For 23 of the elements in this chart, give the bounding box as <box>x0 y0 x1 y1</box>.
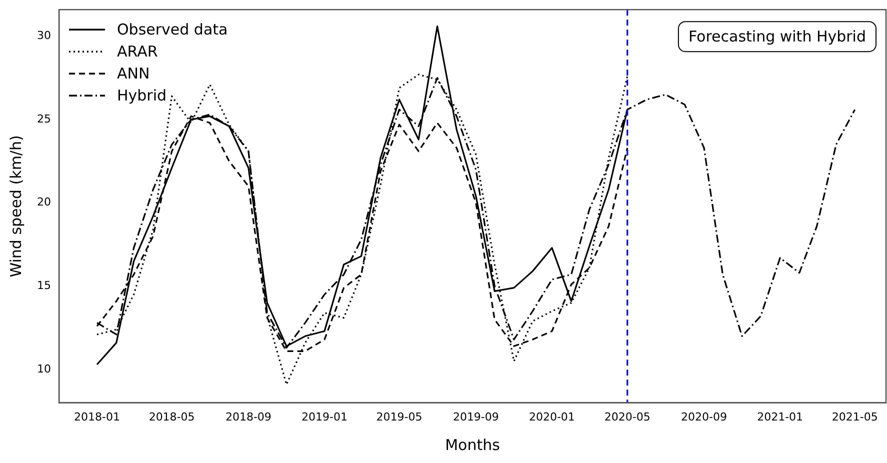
y-axis-title: Wind speed (km/h) <box>6 135 25 278</box>
x-tick-label: 2019-09 <box>452 410 499 424</box>
y-tick-label: 25 <box>36 112 51 126</box>
x-tick-label: 2019-05 <box>376 410 422 424</box>
x-tick-label: 2020-05 <box>604 410 650 424</box>
x-axis-title: Months <box>445 436 500 454</box>
legend-label: ARAR <box>116 42 158 60</box>
x-tick-label: 2018-01 <box>74 410 120 424</box>
annotation: Forecasting with Hybrid <box>688 27 866 46</box>
x-tick-label: 2020-01 <box>528 410 575 424</box>
x-tick-label: 2021-05 <box>832 410 878 424</box>
x-tick-label: 2021-01 <box>757 410 804 424</box>
y-tick-label: 20 <box>36 196 51 209</box>
x-tick-label: 2018-09 <box>225 410 272 424</box>
legend-label: Hybrid <box>116 86 167 104</box>
y-tick-label: 15 <box>36 279 51 292</box>
legend-label: ANN <box>116 64 150 82</box>
y-tick-label: 30 <box>36 29 51 42</box>
y-tick-label: 10 <box>36 362 51 376</box>
legend-label: Observed data <box>116 20 228 38</box>
x-tick-label: 2018-05 <box>148 410 195 424</box>
x-tick-label: 2020-09 <box>681 410 728 424</box>
x-tick-label: 2019-01 <box>302 410 348 424</box>
